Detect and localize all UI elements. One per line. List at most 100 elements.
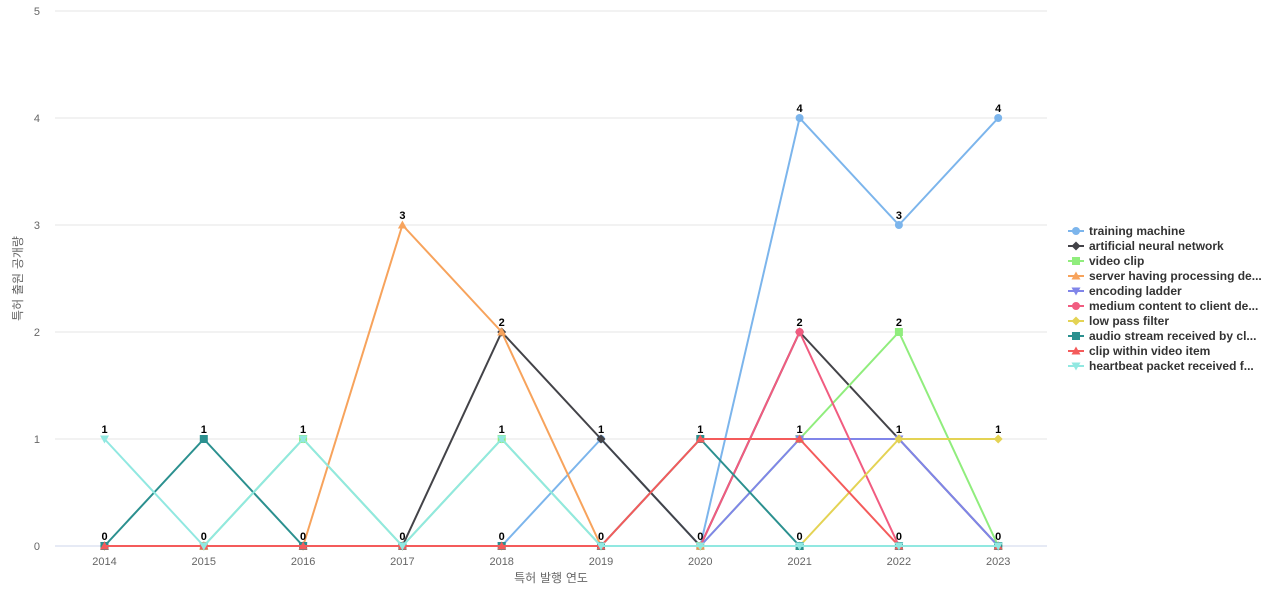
data-label: 3 xyxy=(896,210,902,222)
legend-marker xyxy=(1072,257,1080,265)
data-label: 0 xyxy=(995,531,1001,543)
data-point xyxy=(795,114,804,122)
data-point xyxy=(795,434,805,443)
data-label: 2 xyxy=(499,317,505,329)
x-tick-label: 2014 xyxy=(92,556,116,568)
y-tick-label: 3 xyxy=(34,220,40,232)
legend-label: training machine xyxy=(1089,224,1185,238)
x-tick-label: 2023 xyxy=(986,556,1010,568)
data-point xyxy=(596,434,606,444)
legend-label: audio stream received by cl... xyxy=(1089,329,1256,343)
y-tick-label: 1 xyxy=(34,434,40,446)
legend-item[interactable]: medium content to client de... xyxy=(1068,299,1258,313)
data-point xyxy=(397,220,407,229)
data-point xyxy=(199,542,209,551)
y-tick-label: 5 xyxy=(34,6,40,18)
legend-label: artificial neural network xyxy=(1089,239,1224,253)
x-axis-ticks: 2014 2015 2016 2017 2018 2019 2020 2021 2022 2023 xyxy=(92,556,1010,568)
data-point xyxy=(497,435,507,444)
x-tick-label: 2017 xyxy=(390,556,414,568)
data-label: 2 xyxy=(896,317,902,329)
x-tick-label: 2016 xyxy=(291,556,315,568)
legend-label: medium content to client de... xyxy=(1089,299,1258,313)
data-label: 0 xyxy=(598,531,604,543)
data-label: 1 xyxy=(598,424,604,436)
data-point xyxy=(100,541,109,550)
legend-marker xyxy=(1071,271,1081,280)
data-point xyxy=(497,327,507,336)
data-label: 0 xyxy=(201,531,207,543)
legend-marker xyxy=(1071,316,1081,326)
legend-marker xyxy=(1072,227,1080,235)
data-point xyxy=(298,435,308,444)
legend-marker xyxy=(1072,332,1080,340)
series-line xyxy=(103,438,999,547)
data-point xyxy=(397,542,407,551)
data-point xyxy=(894,542,904,551)
data-point xyxy=(298,541,308,550)
legend-item[interactable]: training machine xyxy=(1068,224,1185,238)
legend-label: low pass filter xyxy=(1089,314,1169,328)
data-point xyxy=(695,434,705,443)
data-label: 3 xyxy=(399,210,405,222)
data-label: 1 xyxy=(499,424,505,436)
data-label: 0 xyxy=(697,531,703,543)
data-label: 1 xyxy=(995,424,1001,436)
legend-item[interactable]: audio stream received by cl... xyxy=(1068,329,1256,343)
x-tick-label: 2020 xyxy=(688,556,712,568)
legend-item[interactable]: encoding ladder xyxy=(1068,284,1182,298)
data-label: 0 xyxy=(797,531,803,543)
data-label: 1 xyxy=(896,424,902,436)
y-tick-label: 4 xyxy=(34,113,40,125)
series-group xyxy=(100,114,1003,551)
data-label: 0 xyxy=(300,531,306,543)
data-point xyxy=(596,542,606,551)
data-label: 4 xyxy=(995,103,1002,115)
data-label: 0 xyxy=(101,531,107,543)
legend-marker xyxy=(1071,287,1081,296)
legend-label: video clip xyxy=(1089,254,1144,268)
y-tick-label: 2 xyxy=(34,327,40,339)
y-tick-label: 0 xyxy=(34,541,40,553)
legend-item[interactable]: low pass filter xyxy=(1068,314,1169,328)
legend-label: heartbeat packet received f... xyxy=(1089,359,1254,373)
legend-marker xyxy=(1071,362,1081,371)
x-tick-label: 2021 xyxy=(787,556,811,568)
legend-item[interactable]: clip within video item xyxy=(1068,344,1210,358)
data-label: 0 xyxy=(499,531,505,543)
data-point xyxy=(199,435,208,443)
legend-label: server having processing de... xyxy=(1089,269,1262,283)
data-point xyxy=(894,221,903,229)
data-labels: 1 0 1 0 1 0 3 0 2 1 0 1 0 1 0 4 2 1 0 3 2 1 0 4 1 0 xyxy=(101,103,1002,543)
data-label: 1 xyxy=(697,424,703,436)
data-label: 4 xyxy=(797,103,804,115)
data-point xyxy=(100,435,109,444)
data-label: 1 xyxy=(300,424,306,436)
legend-item[interactable]: server having processing de... xyxy=(1068,269,1262,283)
legend-marker xyxy=(1071,346,1081,355)
series-9 xyxy=(100,435,1003,551)
y-axis-title: 특허 출원 공개량 xyxy=(11,236,25,321)
legend-label: clip within video item xyxy=(1089,344,1210,358)
data-label: 1 xyxy=(797,424,803,436)
x-tick-label: 2019 xyxy=(589,556,613,568)
legend-item[interactable]: video clip xyxy=(1068,254,1144,268)
data-label: 0 xyxy=(896,531,902,543)
x-axis-title: 특허 발행 연도 xyxy=(514,570,588,585)
series-line xyxy=(104,438,999,547)
data-label: 2 xyxy=(797,317,803,329)
legend-label: encoding ladder xyxy=(1089,284,1182,298)
legend-item[interactable]: artificial neural network xyxy=(1068,239,1224,253)
data-point xyxy=(795,542,805,551)
data-label: 1 xyxy=(101,424,107,436)
data-point xyxy=(993,434,1003,444)
legend-marker xyxy=(1071,241,1081,251)
data-label: 1 xyxy=(201,424,207,436)
x-tick-label: 2018 xyxy=(489,556,513,568)
y-axis-ticks: 0 1 2 3 4 5 xyxy=(34,6,40,553)
data-point xyxy=(497,541,507,550)
legend-item[interactable]: heartbeat packet received f... xyxy=(1068,359,1254,373)
data-label: 0 xyxy=(399,531,405,543)
